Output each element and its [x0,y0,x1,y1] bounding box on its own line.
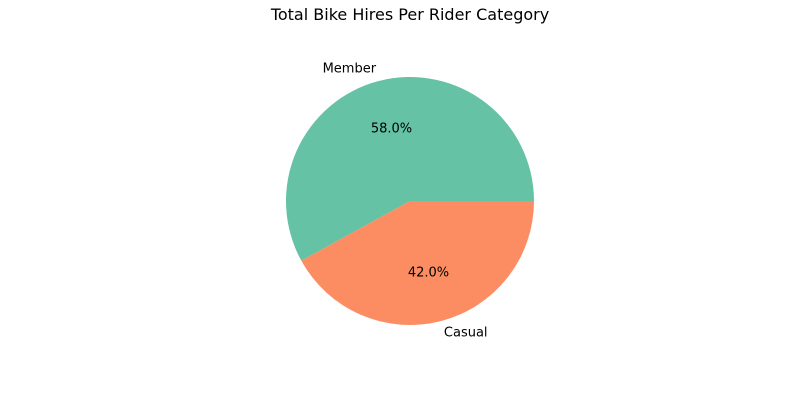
pie-labels: Member 58.0% Casual 42.0% [323,61,488,340]
slice-percent-member: 58.0% [371,121,412,136]
slice-percent-casual: 42.0% [408,266,449,281]
pie-slices [285,76,534,325]
slice-label-member: Member [323,61,377,76]
chart-title: Total Bike Hires Per Rider Category [270,5,549,24]
slice-label-casual: Casual [444,326,488,341]
pie-slice-casual [301,201,534,325]
pie-slice-member [285,76,534,261]
